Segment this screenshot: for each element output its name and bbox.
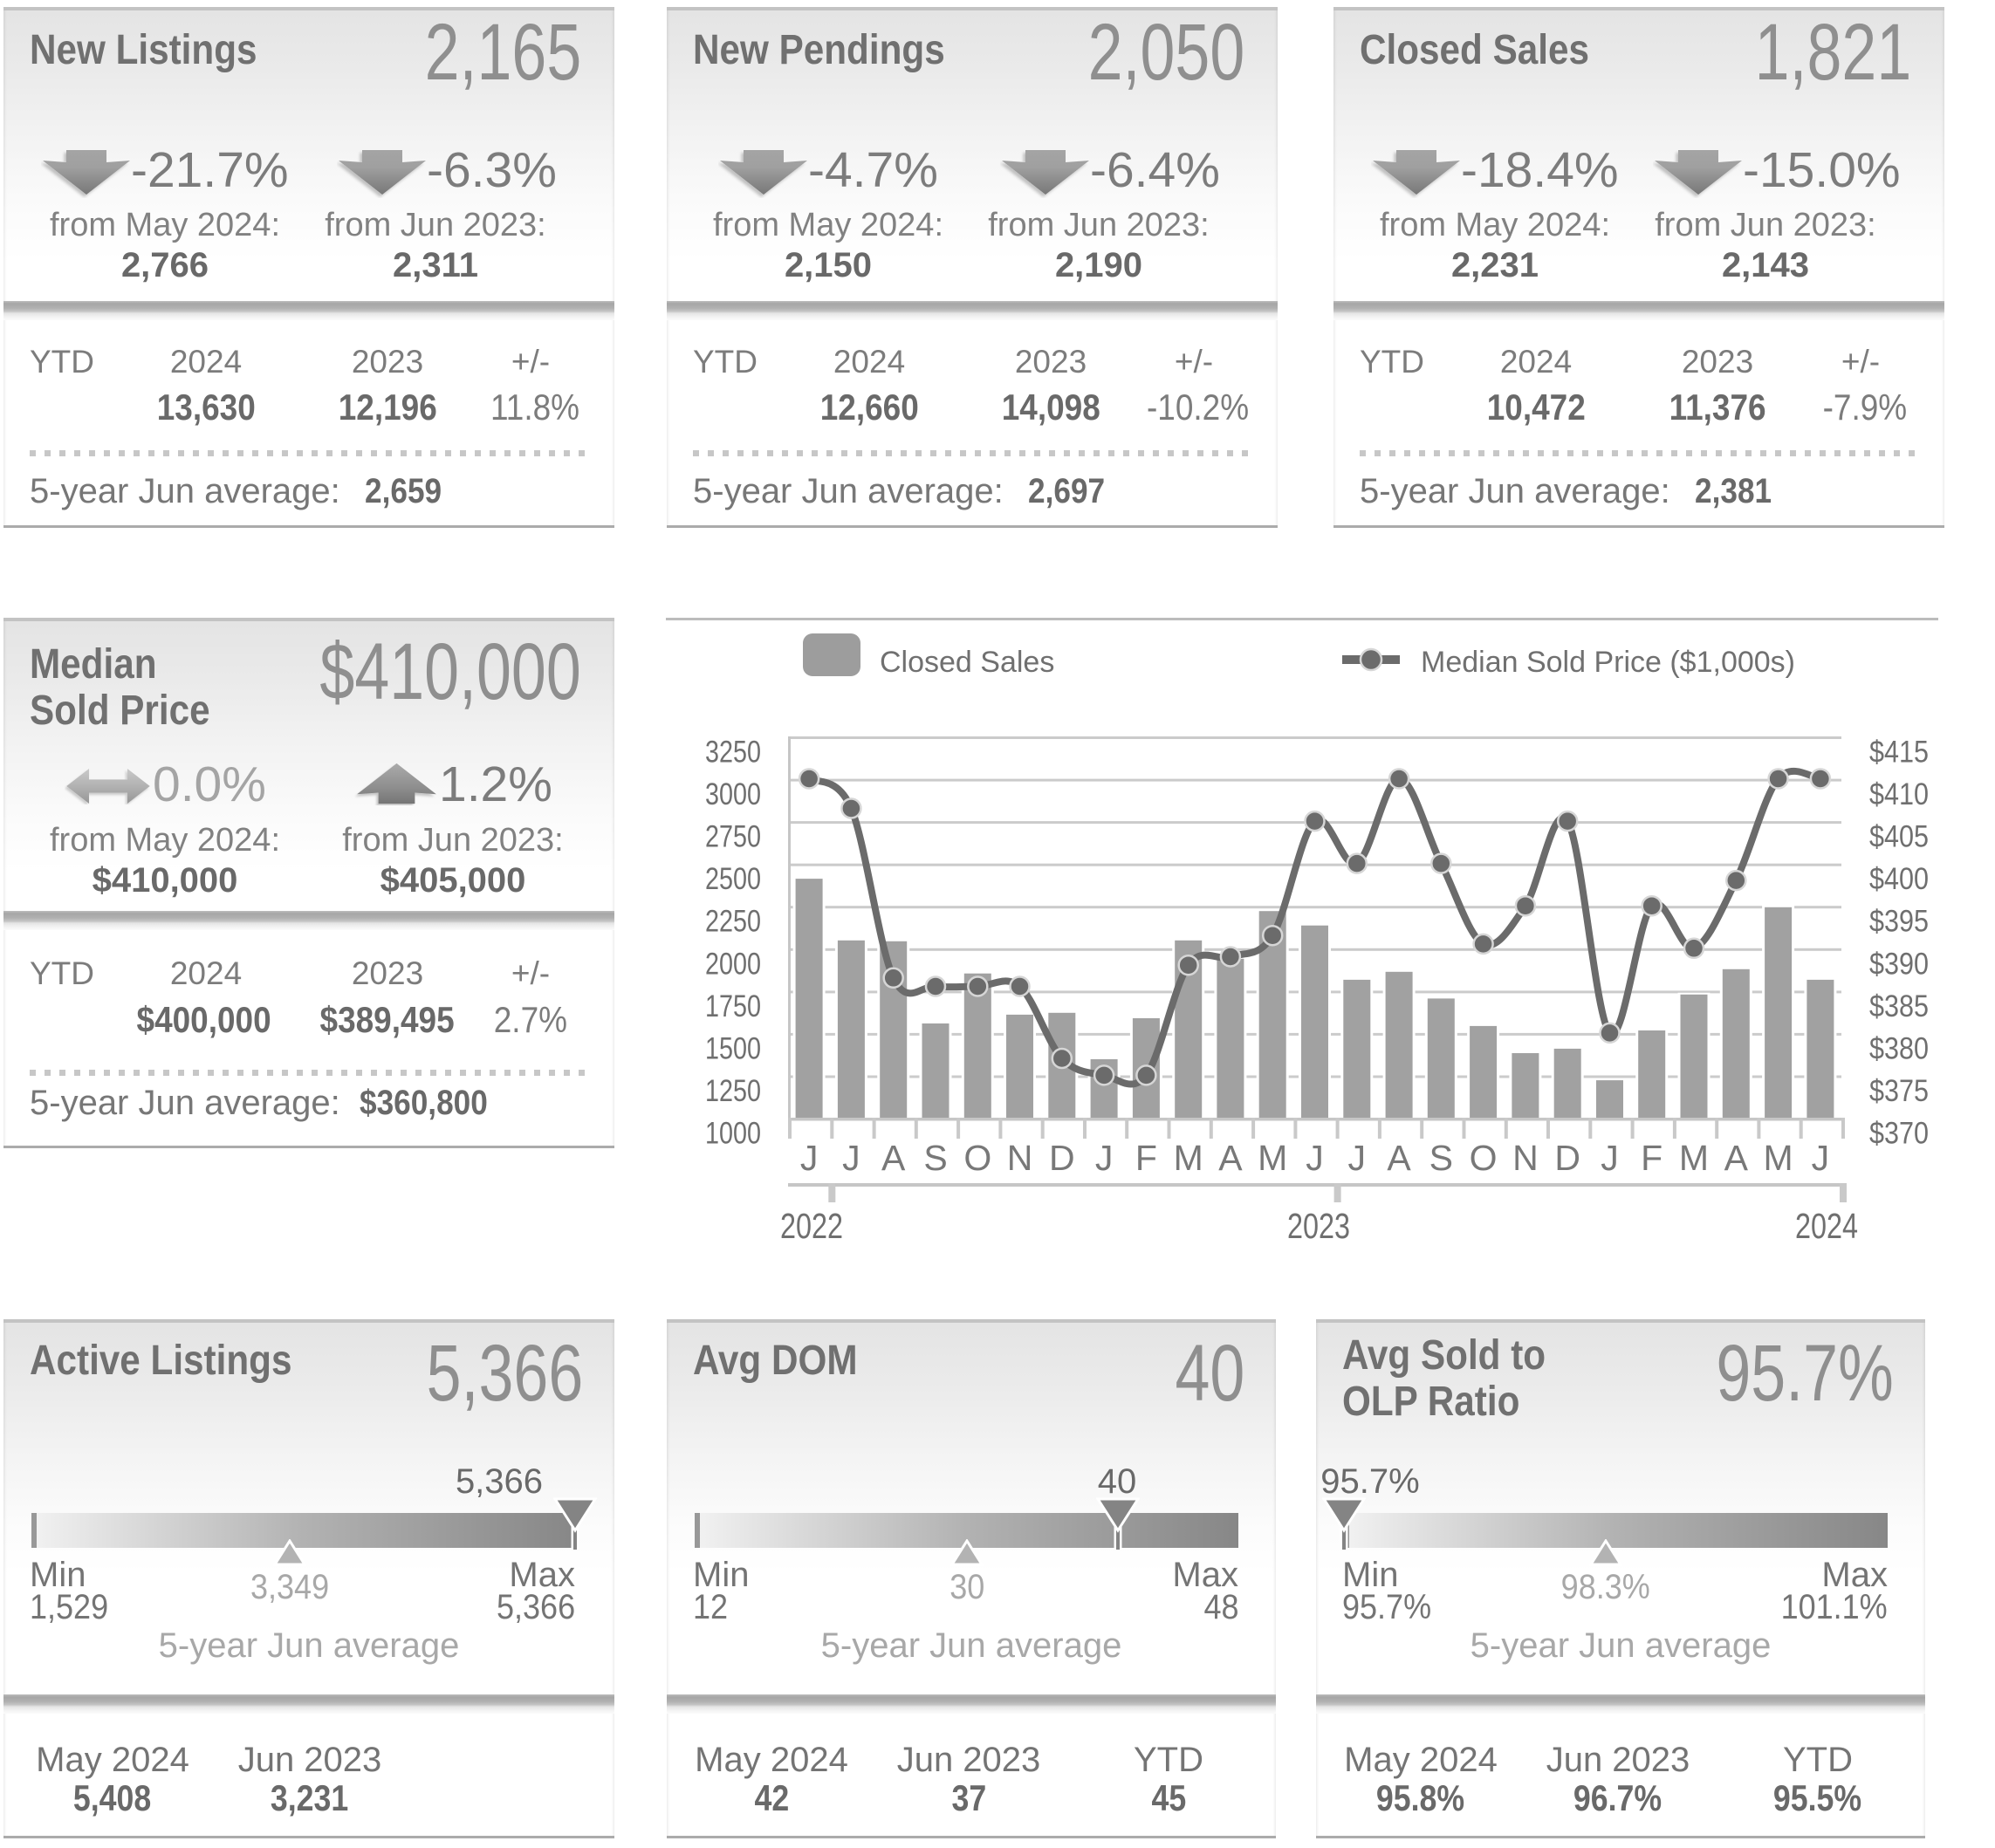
- svg-text:2024: 2024: [1795, 1206, 1858, 1246]
- svg-text:J: J: [1812, 1138, 1830, 1178]
- svg-text:$370: $370: [1869, 1117, 1929, 1151]
- svg-text:A: A: [1218, 1138, 1243, 1178]
- svg-text:3000: 3000: [705, 777, 761, 811]
- svg-text:S: S: [1429, 1138, 1453, 1178]
- svg-text:M: M: [1764, 1138, 1793, 1178]
- svg-text:N: N: [1512, 1138, 1539, 1178]
- svg-text:$410: $410: [1869, 777, 1929, 811]
- svg-text:J: J: [1601, 1138, 1619, 1178]
- svg-text:M: M: [1174, 1138, 1203, 1178]
- svg-text:$415: $415: [1869, 736, 1929, 770]
- svg-text:2750: 2750: [705, 820, 761, 854]
- svg-text:A: A: [1387, 1138, 1411, 1178]
- svg-text:O: O: [1470, 1138, 1498, 1178]
- svg-text:1000: 1000: [705, 1117, 761, 1151]
- svg-text:J: J: [1095, 1138, 1114, 1178]
- svg-text:S: S: [923, 1138, 947, 1178]
- svg-text:F: F: [1641, 1138, 1662, 1178]
- svg-text:A: A: [881, 1138, 906, 1178]
- svg-text:J: J: [1348, 1138, 1367, 1178]
- svg-text:1250: 1250: [705, 1074, 761, 1108]
- svg-text:$395: $395: [1869, 905, 1929, 939]
- svg-text:$380: $380: [1869, 1031, 1929, 1065]
- svg-text:3250: 3250: [705, 736, 761, 770]
- svg-text:D: D: [1554, 1138, 1580, 1178]
- svg-text:1750: 1750: [705, 989, 761, 1023]
- svg-text:2022: 2022: [780, 1206, 843, 1246]
- svg-text:J: J: [842, 1138, 860, 1178]
- svg-text:2500: 2500: [705, 862, 761, 896]
- svg-text:A: A: [1724, 1138, 1749, 1178]
- svg-text:2250: 2250: [705, 905, 761, 939]
- svg-text:$375: $375: [1869, 1074, 1929, 1108]
- svg-text:1500: 1500: [705, 1031, 761, 1065]
- svg-text:M: M: [1679, 1138, 1709, 1178]
- svg-text:$400: $400: [1869, 862, 1929, 896]
- svg-text:M: M: [1258, 1138, 1287, 1178]
- svg-text:$385: $385: [1869, 989, 1929, 1023]
- svg-text:N: N: [1007, 1138, 1033, 1178]
- svg-text:2000: 2000: [705, 947, 761, 981]
- svg-text:O: O: [963, 1138, 991, 1178]
- svg-text:J: J: [800, 1138, 819, 1178]
- svg-text:Closed Sales: Closed Sales: [880, 646, 1054, 679]
- svg-text:Median Sold Price ($1,000s): Median Sold Price ($1,000s): [1421, 646, 1795, 679]
- svg-text:$390: $390: [1869, 947, 1929, 981]
- svg-text:J: J: [1306, 1138, 1324, 1178]
- svg-text:D: D: [1049, 1138, 1075, 1178]
- svg-text:2023: 2023: [1287, 1206, 1350, 1246]
- svg-text:F: F: [1135, 1138, 1157, 1178]
- svg-text:$405: $405: [1869, 820, 1929, 854]
